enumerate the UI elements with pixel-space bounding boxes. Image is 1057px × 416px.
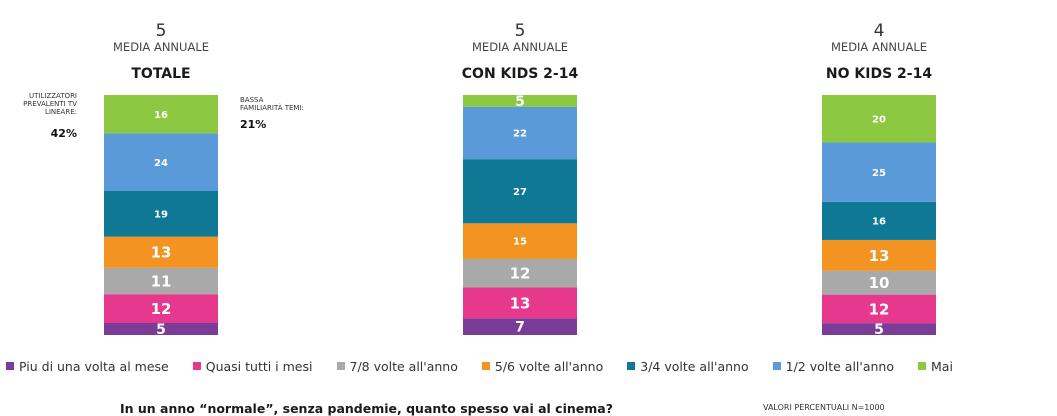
bar-segment-con-kids-2-14-7-8-volte-all-anno (463, 258, 577, 288)
legend-swatch (772, 362, 781, 370)
legend-item-5-6-volte-all-anno: 5/6 volte all'anno (481, 358, 604, 374)
bar-segment-totale-quasi-tutti-i-mesi (104, 294, 218, 323)
data-label-totale-7-8-volte-all-anno: 11 (151, 272, 172, 290)
legend-swatch (6, 362, 14, 370)
bar-segment-con-kids-2-14-piu-di-una-volta-al-mese (463, 318, 577, 335)
bar-segment-no-kids-2-14-quasi-tutti-i-mesi (822, 294, 936, 324)
data-label-con-kids-2-14-5-6-volte-all-anno: 15 (513, 237, 527, 248)
category-label-con-kids-2-14: CON KIDS 2-14 (462, 66, 579, 82)
bar-segment-con-kids-2-14-quasi-tutti-i-mesi (463, 287, 577, 319)
legend-label: 7/8 volte all'anno (349, 358, 458, 374)
legend-swatch (918, 362, 926, 370)
legend-label: 1/2 volte all'anno (785, 358, 894, 374)
header-caption-totale: MEDIA ANNUALE (113, 40, 209, 54)
legend-item-1-2-volte-all-anno: 1/2 volte all'anno (772, 358, 894, 374)
legend-item-3-4-volte-all-anno: 3/4 volte all'anno (627, 358, 749, 374)
data-label-no-kids-2-14-3-4-volte-all-anno: 16 (872, 217, 886, 228)
legend-item-quasi-tutti-i-mesi: Quasi tutti i mesi (192, 358, 313, 374)
bar-segment-no-kids-2-14-1-2-volte-all-anno (822, 142, 936, 202)
sample-note: VALORI PERCENTUALI N=1000 (763, 403, 885, 412)
legend-label: 3/4 volte all'anno (640, 358, 749, 374)
legend-swatch (627, 362, 636, 370)
annotation-left-label-line: LINEARE: (45, 108, 77, 116)
legend-item-7-8-volte-all-anno: 7/8 volte all'anno (336, 358, 458, 374)
legend-swatch (336, 362, 345, 370)
bar-segment-totale-3-4-volte-all-anno (104, 191, 218, 237)
legend-swatch (481, 362, 490, 370)
bar-segment-con-kids-2-14-5-6-volte-all-anno (463, 223, 577, 259)
data-label-totale-1-2-volte-all-anno: 24 (154, 158, 168, 169)
legend-item-mai: Mai (918, 359, 953, 374)
data-label-con-kids-2-14-piu-di-una-volta-al-mese: 7 (515, 320, 525, 336)
legend-label: Piu di una volta al mese (19, 358, 169, 374)
legend-label: Mai (931, 358, 953, 374)
data-label-con-kids-2-14-7-8-volte-all-anno: 12 (510, 265, 531, 283)
legend-item-piu-di-una-volta-al-mese: Piu di una volta al mese (6, 359, 169, 374)
annotation-left-label-line: UTILIZZATORI (29, 92, 77, 100)
data-label-no-kids-2-14-7-8-volte-all-anno: 10 (869, 274, 890, 292)
bar-segment-no-kids-2-14-7-8-volte-all-anno (822, 270, 936, 295)
legend: Piu di una volta al mese Quasi tutti i me… (6, 358, 1057, 374)
bar-segment-no-kids-2-14-3-4-volte-all-anno (822, 201, 936, 240)
data-label-totale-5-6-volte-all-anno: 13 (151, 244, 172, 262)
data-label-con-kids-2-14-3-4-volte-all-anno: 27 (513, 187, 527, 198)
data-label-con-kids-2-14-quasi-tutti-i-mesi: 13 (510, 294, 531, 312)
data-label-no-kids-2-14-quasi-tutti-i-mesi: 12 (869, 300, 890, 318)
annotation-right-value: 21% (240, 118, 266, 131)
bar-segment-totale-7-8-volte-all-anno (104, 267, 218, 295)
bar-segment-no-kids-2-14-5-6-volte-all-anno (822, 239, 936, 271)
legend-swatch (192, 362, 201, 370)
annotation-right-label-line: BASSA (240, 96, 264, 104)
annotation-left-label-line: PREVALENTI TV (23, 100, 77, 108)
legend-label: 5/6 volte all'anno (494, 358, 604, 374)
header-value-totale: 5 (156, 21, 167, 41)
data-label-no-kids-2-14-1-2-volte-all-anno: 25 (872, 168, 886, 179)
bar-segment-totale-1-2-volte-all-anno (104, 133, 218, 191)
bar-segment-totale-piu-di-una-volta-al-mese (104, 323, 218, 335)
header-caption-con-kids-2-14: MEDIA ANNUALE (472, 40, 568, 54)
header-value-con-kids-2-14: 5 (515, 21, 526, 41)
legend-label: Quasi tutti i mesi (205, 358, 313, 374)
bar-segment-con-kids-2-14-1-2-volte-all-anno (463, 106, 577, 160)
data-label-no-kids-2-14-piu-di-una-volta-al-mese: 5 (874, 322, 884, 338)
category-label-totale: TOTALE (131, 66, 190, 82)
bar-segment-totale-mai (104, 95, 218, 134)
bar-segment-con-kids-2-14-mai (463, 95, 577, 107)
data-label-totale-piu-di-una-volta-al-mese: 5 (156, 322, 166, 338)
bar-segment-con-kids-2-14-3-4-volte-all-anno (463, 159, 577, 224)
bar-segment-totale-5-6-volte-all-anno (104, 236, 218, 268)
header-value-no-kids-2-14: 4 (874, 21, 885, 41)
data-label-con-kids-2-14-mai: 5 (515, 94, 525, 110)
category-label-no-kids-2-14: NO KIDS 2-14 (826, 66, 932, 82)
bar-segment-no-kids-2-14-mai (822, 95, 936, 143)
header-caption-no-kids-2-14: MEDIA ANNUALE (831, 40, 927, 54)
data-label-totale-3-4-volte-all-anno: 19 (154, 209, 168, 220)
annotation-left-value: 42% (51, 127, 77, 140)
survey-question: In un anno “normale”, senza pandemie, qu… (120, 401, 613, 416)
data-label-no-kids-2-14-mai: 20 (872, 114, 886, 125)
bar-segment-no-kids-2-14-piu-di-una-volta-al-mese (822, 323, 936, 335)
data-label-totale-quasi-tutti-i-mesi: 12 (151, 300, 172, 318)
data-label-con-kids-2-14-1-2-volte-all-anno: 22 (513, 129, 527, 140)
data-label-no-kids-2-14-5-6-volte-all-anno: 13 (869, 247, 890, 265)
data-label-totale-mai: 16 (154, 110, 168, 121)
annotation-right-label-line: FAMILIARITÀ TEMI: (240, 103, 304, 112)
